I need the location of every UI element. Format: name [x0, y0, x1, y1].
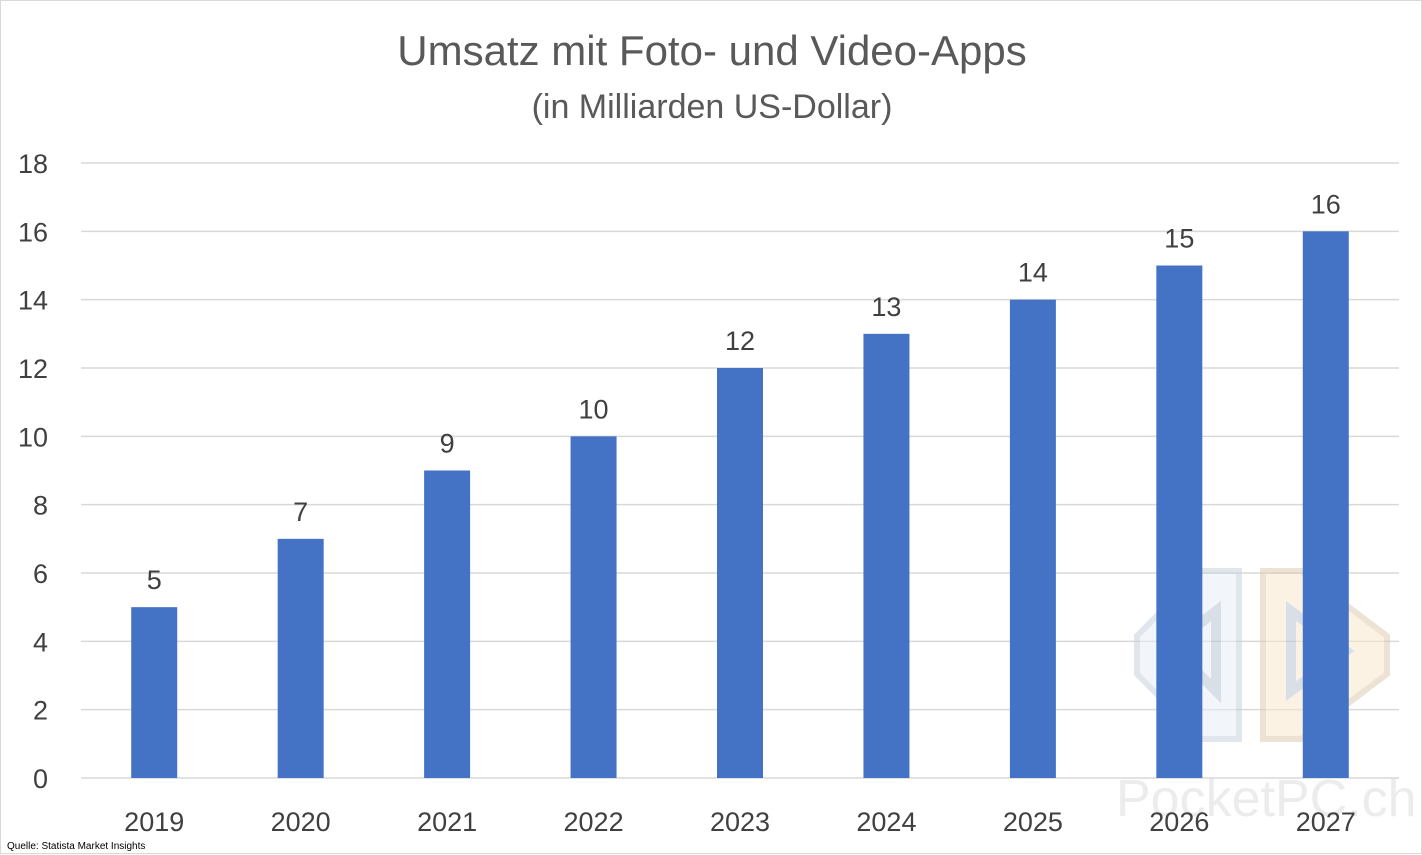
x-tick-label: 2020	[271, 807, 331, 837]
data-label-2020: 7	[293, 497, 308, 527]
x-tick-label: 2025	[1003, 807, 1063, 837]
data-label-2024: 13	[871, 292, 901, 322]
y-axis-tick-labels: 0 2 4 6 8 10 12 14 16 18	[18, 149, 48, 794]
bar-2024	[863, 333, 910, 778]
y-tick-label: 6	[33, 559, 48, 589]
bar-2019	[131, 607, 178, 778]
y-tick-label: 16	[18, 217, 48, 247]
y-tick-label: 8	[33, 491, 48, 521]
x-axis-tick-labels: 2019 2020 2021 2022 2023 2024 2025 2026 2027	[124, 807, 1356, 837]
bars	[131, 231, 1349, 779]
bar-2022	[570, 436, 617, 778]
data-label-2023: 12	[725, 326, 755, 356]
data-labels: 5 7 9 10 12 13 14 15 16	[147, 189, 1341, 595]
bar-2026	[1156, 265, 1203, 778]
x-tick-label: 2027	[1296, 807, 1356, 837]
data-label-2025: 14	[1018, 258, 1048, 288]
x-tick-label: 2026	[1149, 807, 1209, 837]
bar-2021	[424, 470, 471, 778]
x-tick-label: 2023	[710, 807, 770, 837]
y-tick-label: 12	[18, 354, 48, 384]
data-label-2022: 10	[579, 394, 609, 424]
bar-2023	[717, 368, 763, 778]
y-tick-label: 4	[33, 627, 48, 657]
x-tick-label: 2024	[856, 807, 916, 837]
x-tick-label: 2021	[417, 807, 477, 837]
chart-subtitle: (in Milliarden US-Dollar)	[532, 88, 893, 126]
bar-2025	[1009, 299, 1056, 778]
watermark-text: PocketPC.ch	[1116, 770, 1417, 828]
x-tick-label: 2022	[564, 807, 624, 837]
source-note: Quelle: Statista Market Insights	[7, 841, 145, 852]
bar-2027	[1302, 231, 1349, 779]
data-label-2027: 16	[1311, 189, 1341, 219]
data-label-2021: 9	[440, 429, 455, 459]
y-tick-label: 10	[18, 422, 48, 452]
chart-title: Umsatz mit Foto- und Video-Apps	[397, 27, 1027, 74]
y-tick-label: 2	[33, 696, 48, 726]
y-tick-label: 0	[33, 764, 48, 794]
bar-2020	[277, 538, 324, 778]
y-tick-label: 14	[18, 286, 48, 316]
data-label-2026: 15	[1164, 224, 1194, 254]
x-tick-label: 2019	[124, 807, 184, 837]
data-label-2019: 5	[147, 565, 162, 595]
y-tick-label: 18	[18, 149, 48, 179]
